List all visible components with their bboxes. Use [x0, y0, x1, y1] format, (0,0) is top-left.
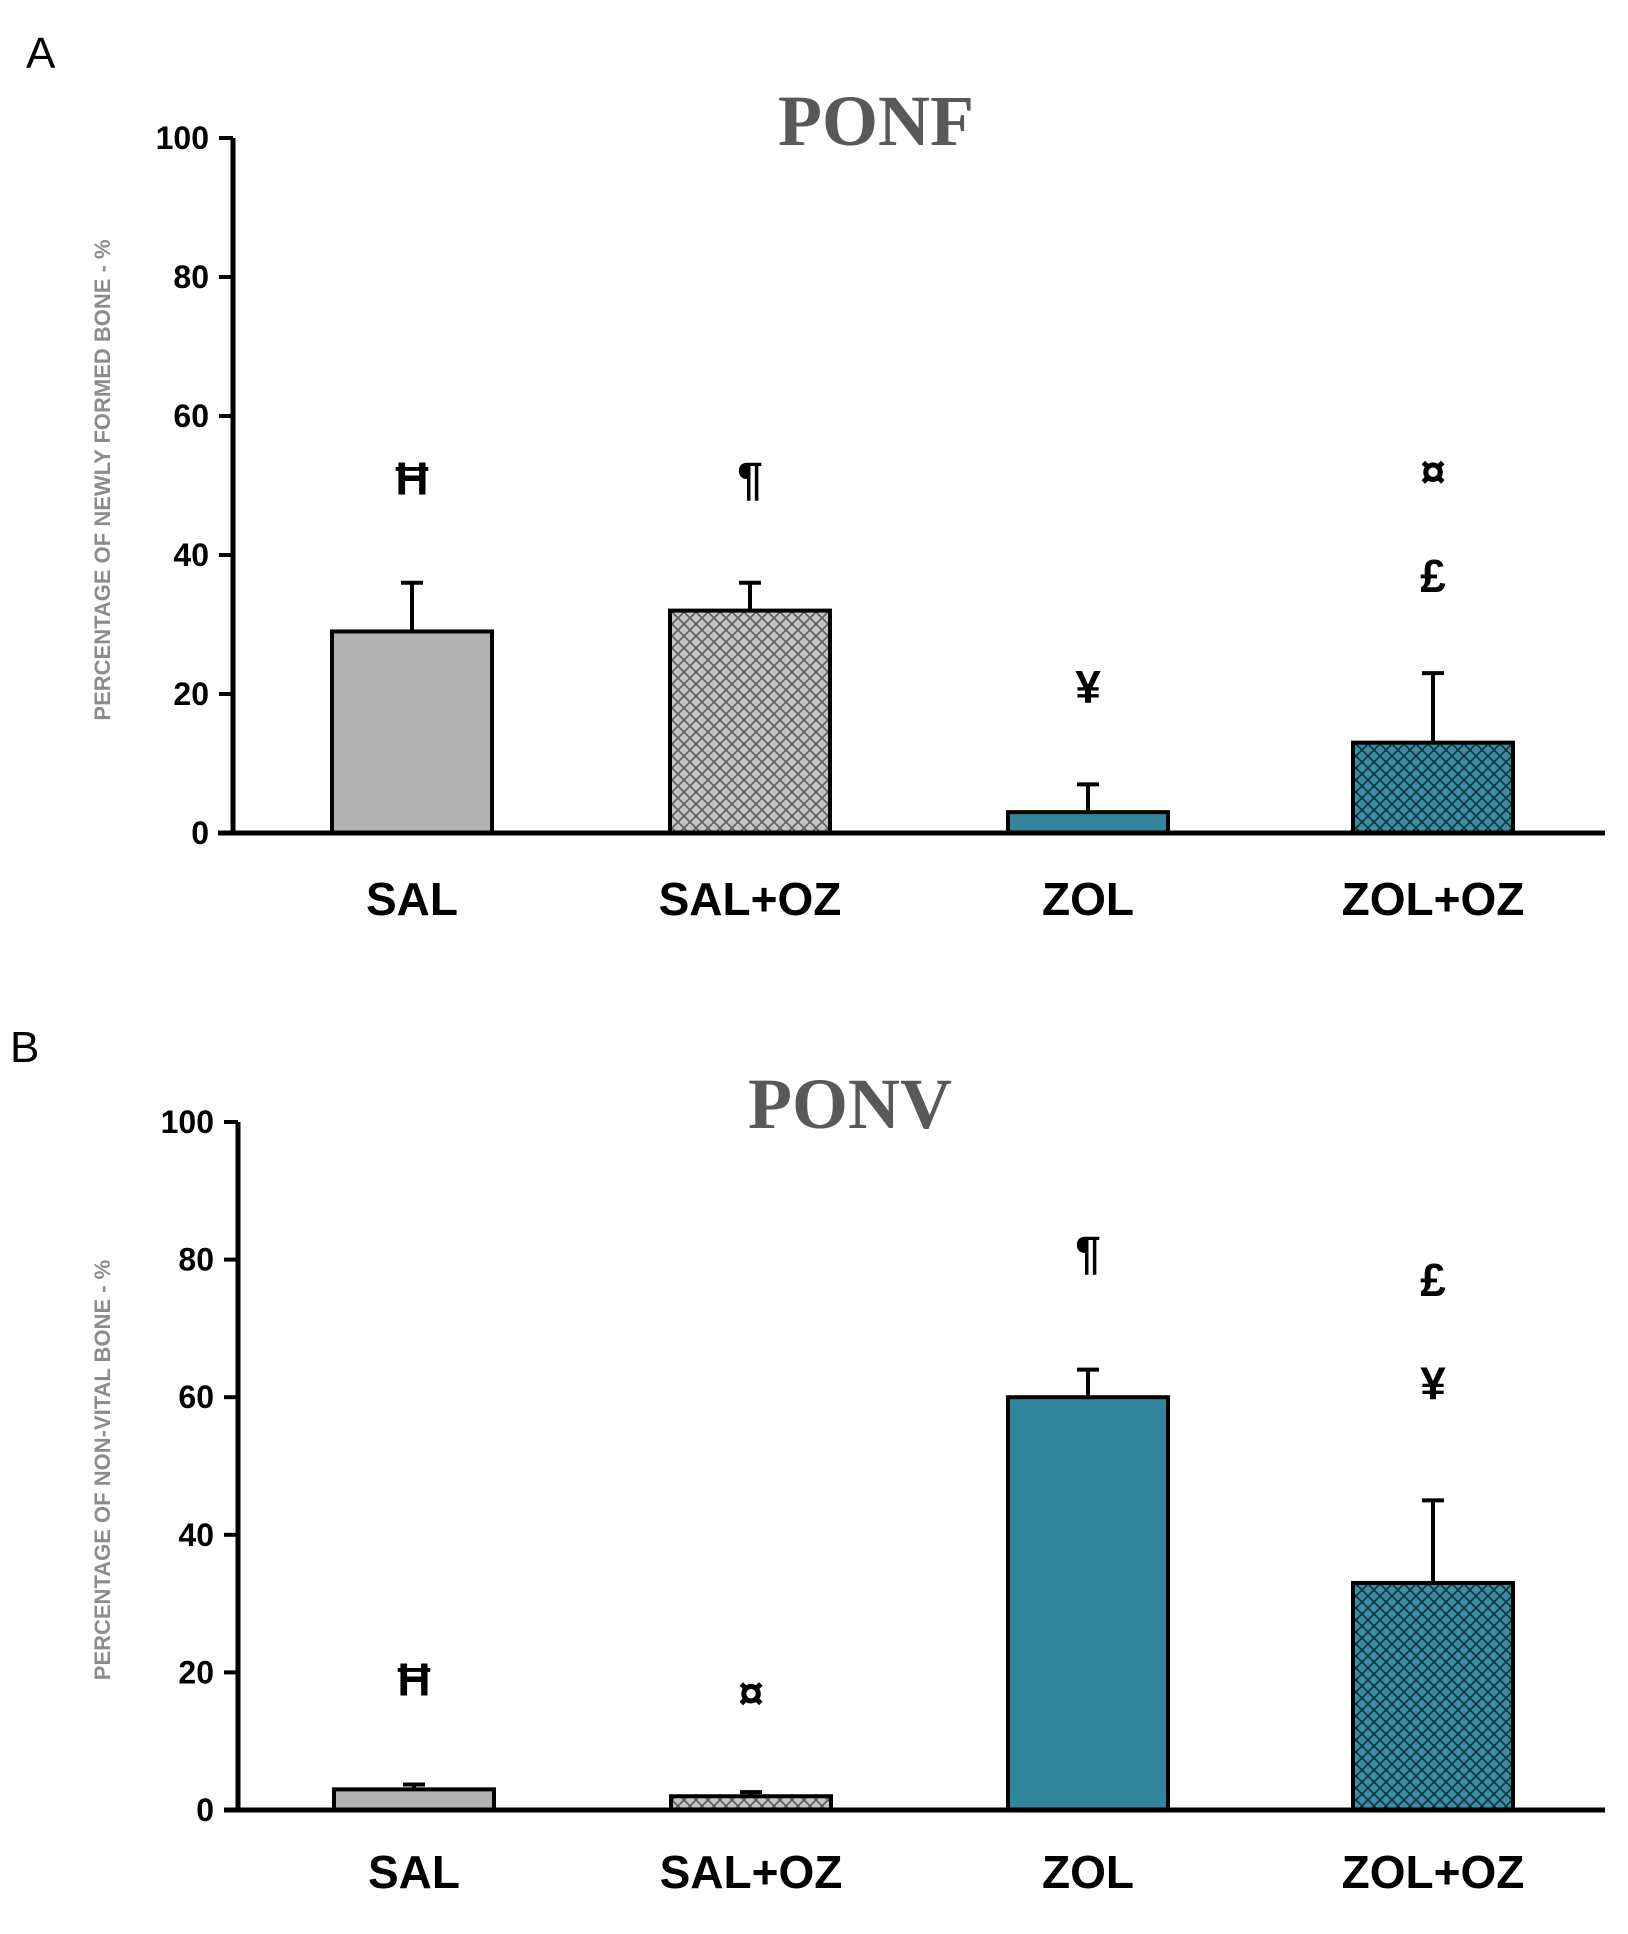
bar-zol-oz — [1351, 1580, 1515, 1812]
x-ticks: SAL SAL+OZ ZOL ZOL+OZ — [366, 873, 1524, 925]
significance-mark: ¶ — [737, 453, 763, 505]
y-ticks: 0 20 40 60 80 100 — [156, 120, 233, 851]
x-tick-label: SAL+OZ — [659, 873, 842, 925]
significance-mark: ¥ — [1075, 661, 1101, 713]
x-tick-label: ZOL+OZ — [1342, 1846, 1525, 1898]
chart-title: PONF — [778, 81, 974, 161]
y-tick-label: 80 — [173, 259, 209, 295]
significance-mark: £ — [1420, 1254, 1446, 1306]
significance-mark: Ħ — [395, 453, 428, 505]
x-tick-label: SAL — [368, 1846, 460, 1898]
bar-zol — [1006, 1395, 1170, 1812]
y-tick-label: 0 — [191, 815, 209, 851]
significance-mark: £ — [1420, 550, 1446, 602]
bar-sal-oz — [668, 608, 832, 835]
y-tick-label: 0 — [196, 1792, 214, 1828]
significance-mark: ¥ — [1420, 1357, 1446, 1409]
y-tick-label: 80 — [178, 1242, 214, 1278]
y-tick-label: 100 — [156, 120, 209, 156]
significance-mark: Ħ — [397, 1653, 430, 1705]
significance-mark: ¤ — [1420, 446, 1446, 498]
y-tick-label: 40 — [173, 537, 209, 573]
bar-zol-oz — [1351, 740, 1515, 836]
x-tick-label: SAL+OZ — [660, 1846, 843, 1898]
x-tick-label: SAL — [366, 873, 458, 925]
y-tick-label: 20 — [178, 1654, 214, 1690]
significance-marks: Ħ ¤ ¶ £ ¥ — [397, 1227, 1446, 1719]
bar-sal — [330, 629, 494, 836]
y-tick-label: 20 — [173, 676, 209, 712]
y-axis-label: PERCENTAGE OF NEWLY FORMED BONE - % — [90, 239, 115, 720]
y-tick-label: 100 — [161, 1104, 214, 1140]
significance-marks: Ħ ¶ ¥ ¤ £ — [395, 446, 1446, 713]
panel-a-chart: A PONF PERCENTAGE OF NEWLY FORMED BONE -… — [26, 29, 1605, 925]
significance-mark: ¶ — [1075, 1227, 1101, 1279]
bars — [330, 580, 1515, 836]
significance-mark: ¤ — [738, 1667, 764, 1719]
panel-label: A — [26, 29, 56, 78]
x-tick-label: ZOL — [1042, 1846, 1134, 1898]
bar-zol — [1006, 810, 1170, 836]
x-tick-label: ZOL+OZ — [1342, 873, 1525, 925]
y-tick-label: 60 — [173, 398, 209, 434]
bars — [332, 1367, 1515, 1812]
y-tick-label: 60 — [178, 1379, 214, 1415]
chart-title: PONV — [748, 1064, 952, 1144]
bar-sal — [332, 1787, 496, 1812]
panel-b-chart: B PONV PERCENTAGE OF NON-VITAL BONE - % … — [10, 1023, 1605, 1898]
y-tick-label: 40 — [178, 1517, 214, 1553]
y-axis-label: PERCENTAGE OF NON-VITAL BONE - % — [90, 1260, 115, 1680]
x-ticks: SAL SAL+OZ ZOL ZOL+OZ — [368, 1846, 1524, 1898]
x-tick-label: ZOL — [1042, 873, 1134, 925]
panel-label: B — [10, 1023, 39, 1072]
y-ticks: 0 20 40 60 80 100 — [161, 1104, 238, 1828]
